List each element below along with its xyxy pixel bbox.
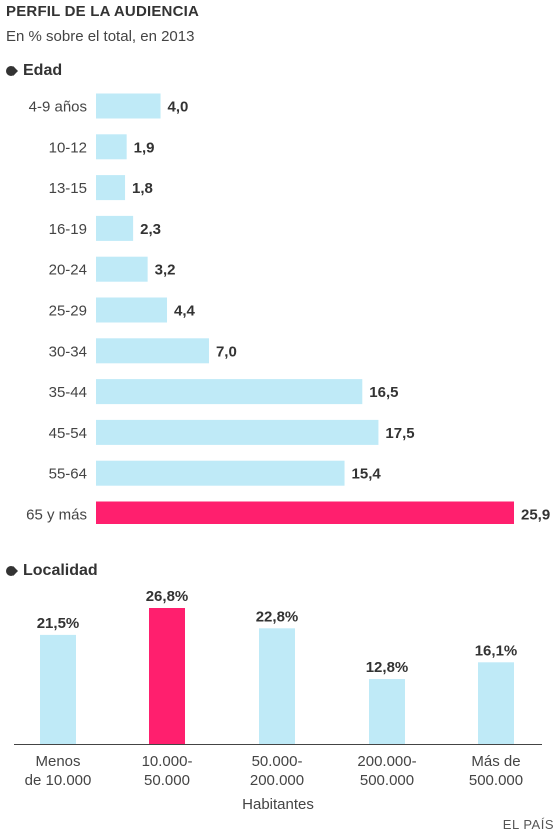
bar — [369, 679, 405, 744]
category-label: 30-34 — [49, 343, 87, 360]
bar — [259, 628, 295, 744]
bar — [96, 419, 379, 445]
edad-bar-chart: 4-9 años 4,0 10-12 1,9 13-15 1,8 16-19 2,3 20-24… — [26, 93, 550, 524]
category-label: 50.000- — [252, 753, 303, 770]
bar — [96, 175, 126, 201]
bar — [149, 608, 185, 744]
data-label: 3,2 — [155, 262, 176, 279]
triangle-marker-icon — [6, 566, 18, 576]
data-label: 26,8% — [146, 588, 189, 605]
category-label: 16-19 — [49, 221, 87, 238]
bar — [96, 338, 209, 364]
data-label: 22,8% — [256, 608, 299, 625]
data-label: 4,0 — [168, 99, 189, 116]
category-label: 13-15 — [49, 180, 87, 197]
localidad-bar-chart: 21,5% Menos de 10.000 26,8% 10.000- 50.000 22,… — [14, 588, 542, 812]
bar — [40, 634, 76, 744]
category-label: de 10.000 — [25, 772, 92, 789]
bar — [96, 93, 161, 119]
data-label: 15,4 — [352, 466, 382, 483]
data-label: 16,5 — [369, 384, 398, 401]
data-label: 7,0 — [216, 343, 237, 360]
data-label: 16,1% — [475, 642, 518, 659]
category-label: 50.000 — [144, 772, 190, 789]
category-label: 200.000- — [357, 753, 416, 770]
category-label: 500.000 — [360, 772, 414, 789]
category-label: 200.000 — [250, 772, 304, 789]
category-label: 10-12 — [49, 139, 87, 156]
category-label: 10.000- — [142, 753, 193, 770]
data-label: 21,5% — [37, 615, 80, 632]
category-label: 35-44 — [49, 384, 87, 401]
section-heading-edad: Edad — [6, 62, 62, 80]
source-credit: EL PAÍS — [502, 817, 554, 832]
triangle-marker-icon — [6, 66, 18, 76]
category-label: 65 y más — [26, 507, 87, 524]
category-label: Menos — [35, 753, 80, 770]
chart-title: PERFIL DE LA AUDIENCIA — [6, 3, 200, 20]
section-label-edad: Edad — [23, 62, 63, 79]
section-label-localidad: Localidad — [23, 562, 98, 579]
bar — [96, 215, 134, 241]
bar — [96, 460, 345, 486]
category-label: 45-54 — [49, 425, 87, 442]
category-label: 55-64 — [49, 466, 87, 483]
bar — [478, 662, 514, 744]
x-axis-title: Habitantes — [242, 796, 314, 812]
data-label: 17,5 — [385, 425, 414, 442]
section-heading-localidad: Localidad — [6, 562, 98, 580]
bar — [96, 134, 127, 160]
chart-subtitle: En % sobre el total, en 2013 — [6, 28, 195, 45]
category-label: 500.000 — [469, 772, 523, 789]
category-label: 25-29 — [49, 303, 87, 320]
category-label: 4-9 años — [29, 99, 87, 116]
category-label: Más de — [471, 753, 520, 770]
data-label: 4,4 — [174, 303, 196, 320]
data-label: 12,8% — [366, 659, 409, 676]
bar — [96, 297, 168, 323]
data-label: 25,9 — [521, 507, 550, 524]
bar — [96, 256, 148, 282]
bar — [96, 501, 514, 524]
bar — [96, 379, 363, 405]
data-label: 1,8 — [132, 180, 153, 197]
data-label: 1,9 — [134, 139, 155, 156]
category-label: 20-24 — [49, 262, 87, 279]
data-label: 2,3 — [140, 221, 161, 238]
